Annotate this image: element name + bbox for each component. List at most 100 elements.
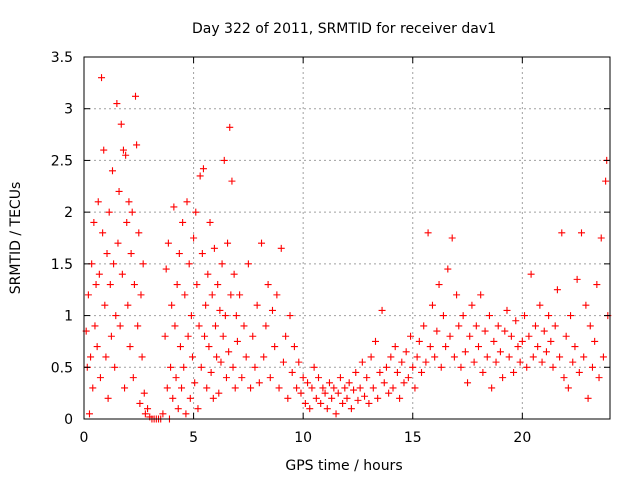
data-point — [194, 405, 202, 413]
data-point — [232, 312, 240, 320]
data-point — [540, 327, 548, 335]
data-point — [371, 337, 379, 345]
data-point — [415, 337, 423, 345]
data-point — [226, 123, 234, 131]
data-point — [224, 239, 232, 247]
data-point — [132, 92, 140, 100]
data-point — [204, 270, 212, 278]
data-point — [169, 394, 177, 402]
data-point — [297, 389, 305, 397]
data-point — [201, 332, 209, 340]
data-point — [319, 384, 327, 392]
data-point — [208, 291, 216, 299]
x-tick-label: 20 — [513, 430, 531, 446]
data-point — [181, 291, 189, 299]
data-point — [122, 151, 130, 159]
data-point — [450, 353, 458, 361]
data-point — [192, 208, 200, 216]
data-point — [266, 374, 274, 382]
data-point — [137, 291, 145, 299]
data-point — [202, 301, 210, 309]
data-point — [279, 358, 287, 366]
x-axis-label: GPS time / hours — [285, 458, 402, 474]
data-point — [321, 389, 329, 397]
data-point — [571, 343, 579, 351]
data-point — [221, 312, 229, 320]
data-point — [347, 405, 355, 413]
data-point — [496, 348, 504, 356]
data-point — [426, 343, 434, 351]
data-point — [413, 353, 421, 361]
data-point — [448, 234, 456, 242]
data-point — [242, 353, 250, 361]
data-point — [95, 270, 103, 278]
data-point — [501, 327, 509, 335]
data-point — [293, 384, 301, 392]
data-point — [591, 337, 599, 345]
data-point — [505, 353, 513, 361]
data-point — [273, 291, 281, 299]
data-point — [378, 306, 386, 314]
data-point — [219, 332, 227, 340]
data-point — [420, 322, 428, 330]
data-point — [125, 198, 133, 206]
data-point — [206, 218, 214, 226]
data-point — [391, 343, 399, 351]
data-point — [230, 270, 238, 278]
data-point — [247, 384, 255, 392]
data-point — [100, 146, 108, 154]
data-point — [380, 379, 388, 387]
data-point — [107, 332, 115, 340]
data-point — [523, 363, 531, 371]
data-point — [117, 120, 125, 128]
data-point — [468, 301, 476, 309]
data-point — [182, 410, 190, 418]
y-tick-label: 1.5 — [51, 257, 73, 273]
data-point — [602, 177, 610, 185]
data-point — [171, 322, 179, 330]
data-point — [356, 384, 364, 392]
data-point — [531, 322, 539, 330]
data-point — [431, 353, 439, 361]
data-point — [123, 218, 131, 226]
data-point — [161, 332, 169, 340]
data-point — [141, 410, 149, 418]
data-point — [597, 234, 605, 242]
y-axis-label: SRMTID / TECUs — [8, 182, 24, 295]
data-point — [98, 74, 106, 82]
data-point — [402, 348, 410, 356]
data-point — [92, 281, 100, 289]
data-point — [108, 167, 116, 175]
data-point — [229, 363, 237, 371]
data-point — [494, 322, 502, 330]
data-point — [179, 218, 187, 226]
data-point — [213, 353, 221, 361]
data-point — [569, 358, 577, 366]
data-point — [343, 394, 351, 402]
data-point — [564, 384, 572, 392]
data-point — [376, 368, 384, 376]
data-point — [214, 281, 222, 289]
data-point — [271, 343, 279, 351]
data-point — [101, 301, 109, 309]
data-point — [126, 343, 134, 351]
data-point — [315, 374, 323, 382]
plot-frame — [83, 56, 611, 420]
data-point — [268, 306, 276, 314]
data-point — [444, 265, 452, 273]
data-point — [264, 281, 272, 289]
data-point — [424, 229, 432, 237]
y-tick-label: 3 — [64, 102, 73, 118]
data-point — [365, 399, 373, 407]
data-point — [114, 239, 122, 247]
data-point — [580, 353, 588, 361]
data-point — [258, 239, 266, 247]
data-point — [93, 343, 101, 351]
data-point — [503, 306, 511, 314]
data-point — [112, 312, 120, 320]
data-point — [336, 374, 344, 382]
data-point — [334, 389, 342, 397]
data-point — [215, 389, 223, 397]
data-point — [233, 337, 241, 345]
data-point — [404, 374, 412, 382]
